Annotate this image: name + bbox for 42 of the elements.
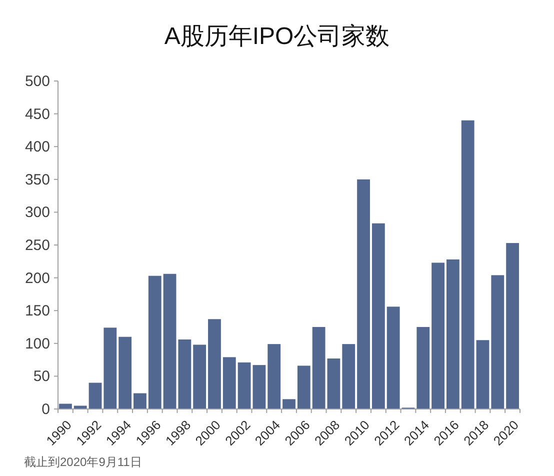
y-tick-label: 300 [24,204,50,222]
bar [297,366,310,409]
bar [386,306,400,409]
bar [74,406,87,409]
bar [342,344,356,409]
bar [446,259,460,409]
y-tick-label: 50 [33,368,50,386]
bar [432,262,444,409]
y-tick-label: 450 [24,106,50,123]
bar [118,336,132,409]
bar [193,344,206,409]
bar [357,179,370,409]
bar [491,275,504,409]
bar [238,362,251,409]
bar [222,357,236,409]
y-tick-label: 100 [24,335,50,352]
bar [88,382,102,409]
y-tick-label: 350 [24,171,50,188]
bar [476,340,490,409]
bar [416,327,430,409]
bar [461,120,474,409]
y-tick-label: 250 [24,237,50,254]
bar [312,327,326,409]
bar [208,319,221,409]
bar [163,274,176,409]
bar [506,243,519,409]
bar [268,344,281,409]
text: 截止到2020年9月11日 [24,455,142,469]
bar [134,393,146,409]
y-tick-label: 400 [24,138,50,156]
y-tick-label: 150 [24,302,50,320]
bar [372,223,385,409]
bar [148,276,162,409]
y-tick-label: 0 [42,401,50,418]
bar [252,365,266,409]
bar [104,328,117,409]
bar [178,339,192,409]
bar [327,358,340,409]
chart-title: A股历年IPO公司家数 [164,23,390,50]
bar [282,399,296,409]
y-tick-label: 200 [24,270,50,287]
y-tick-label: 500 [24,73,50,90]
